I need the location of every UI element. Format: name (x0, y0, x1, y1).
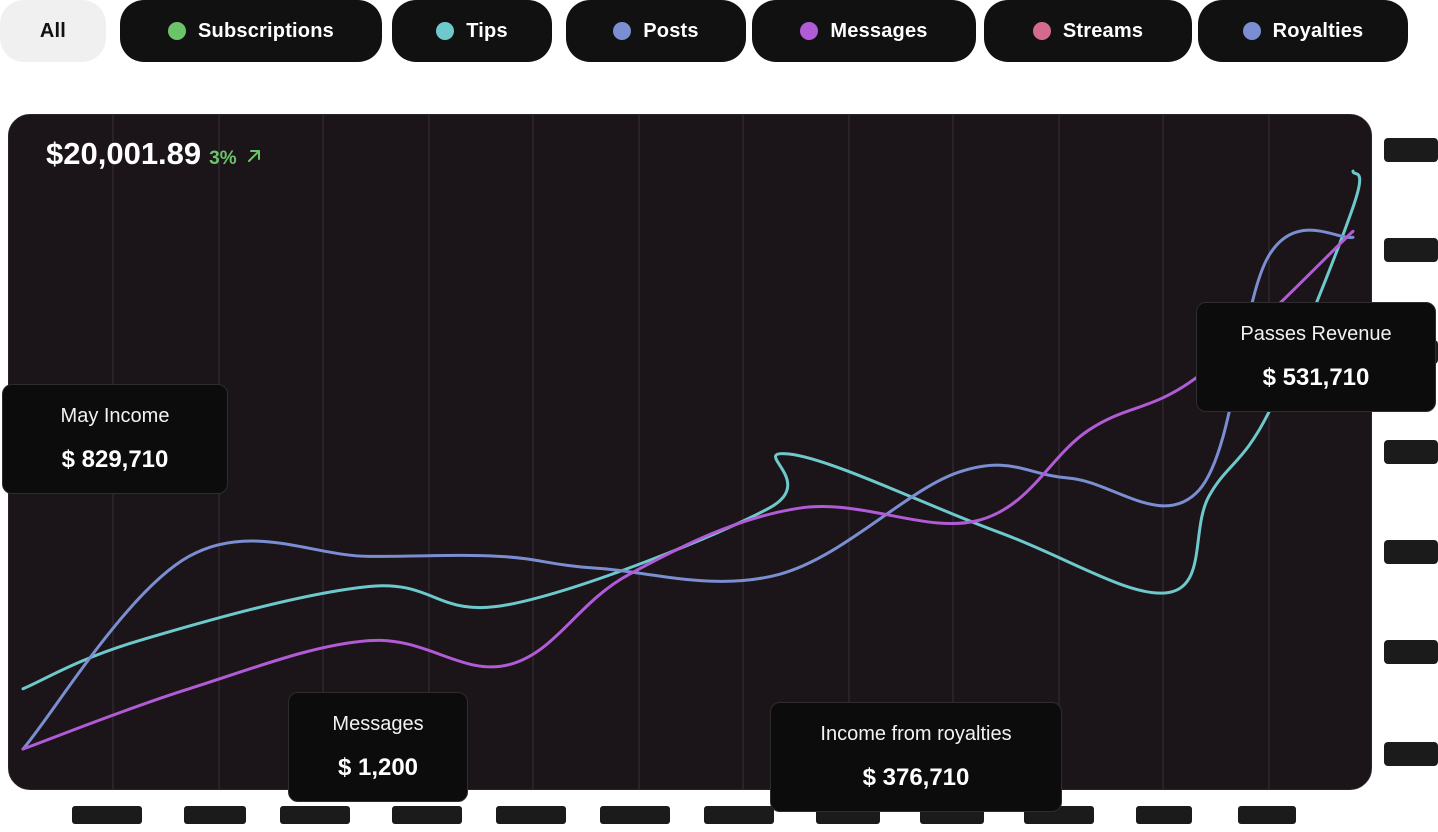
tooltip-value: $ 376,710 (862, 764, 970, 791)
x-axis-tick (1238, 806, 1296, 824)
income-summary: $20,001.89 3% (46, 136, 263, 172)
category-tabs: All Subscriptions Tips Posts Messages St… (0, 0, 1438, 62)
tab-tips[interactable]: Tips (392, 0, 552, 62)
tooltip-may-income: May Income $ 829,710 (2, 384, 228, 494)
subscriptions-dot-icon (168, 22, 187, 40)
tooltip-value: $ 531,710 (1262, 364, 1370, 391)
tooltip-label: Income from royalties (820, 723, 1012, 745)
series-line-messages (21, 229, 1355, 751)
tooltip-royalties-income: Income from royalties $ 376,710 (770, 702, 1062, 812)
y-axis-tick (1384, 742, 1438, 766)
tooltip-label: May Income (60, 405, 170, 427)
tab-posts[interactable]: Posts (566, 0, 746, 62)
y-axis-tick (1384, 440, 1438, 464)
income-line-chart (21, 115, 1362, 789)
tab-label: Streams (1062, 19, 1144, 42)
series-line-royalties (21, 228, 1355, 751)
tab-label: Royalties (1272, 19, 1364, 42)
y-axis-tick (1384, 640, 1438, 664)
tooltip-label: Passes Revenue (1240, 323, 1392, 345)
posts-dot-icon (613, 22, 632, 40)
y-axis-tick (1384, 540, 1438, 564)
messages-dot-icon (800, 22, 819, 40)
tooltip-value: $ 829,710 (61, 446, 169, 473)
x-axis-tick (600, 806, 670, 824)
tooltip-messages: Messages $ 1,200 (288, 692, 468, 802)
tooltip-passes-revenue: Passes Revenue $ 531,710 (1196, 302, 1436, 412)
x-axis-tick (184, 806, 246, 824)
total-income: $20,001.89 (46, 136, 202, 171)
tab-label: Posts (643, 19, 699, 42)
tooltip-value: $ 1,200 (337, 754, 419, 781)
y-axis-tick (1384, 138, 1438, 162)
tips-dot-icon (436, 22, 455, 40)
tab-messages[interactable]: Messages (752, 0, 976, 62)
x-axis-tick (704, 806, 774, 824)
x-axis-tick (1136, 806, 1192, 824)
tab-subscriptions[interactable]: Subscriptions (120, 0, 382, 62)
x-axis-tick (72, 806, 142, 824)
tab-all[interactable]: All (0, 0, 106, 62)
tab-label: Messages (830, 19, 928, 42)
x-axis-tick (280, 806, 350, 824)
change-percent: 3% (209, 148, 237, 169)
chart-card (8, 114, 1372, 790)
tab-label: Tips (466, 19, 508, 42)
tooltip-label: Messages (332, 713, 424, 735)
arrow-up-right-icon (247, 150, 260, 162)
streams-dot-icon (1032, 22, 1051, 40)
tab-royalties[interactable]: Royalties (1198, 0, 1408, 62)
x-axis-tick (496, 806, 566, 824)
y-axis-tick (1384, 238, 1438, 262)
tab-streams[interactable]: Streams (984, 0, 1192, 62)
x-axis-tick (392, 806, 462, 824)
royalties-dot-icon (1242, 22, 1261, 40)
tab-label: All (39, 19, 67, 42)
tab-label: Subscriptions (198, 19, 334, 42)
